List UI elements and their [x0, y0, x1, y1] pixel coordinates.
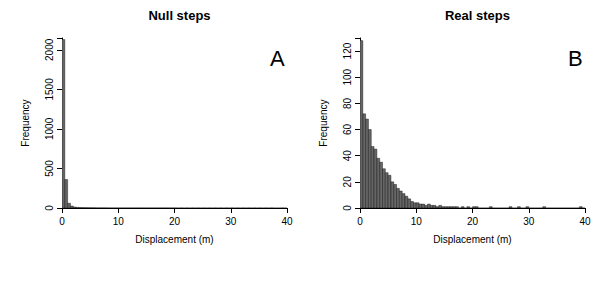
- svg-text:10: 10: [113, 216, 125, 227]
- svg-text:40: 40: [281, 216, 293, 227]
- svg-text:100: 100: [342, 68, 353, 85]
- svg-text:0: 0: [357, 216, 363, 227]
- svg-text:10: 10: [411, 216, 423, 227]
- svg-text:20: 20: [342, 176, 353, 188]
- svg-text:40: 40: [579, 216, 591, 227]
- svg-text:500: 500: [44, 160, 55, 177]
- svg-text:20: 20: [169, 216, 181, 227]
- svg-text:40: 40: [342, 150, 353, 162]
- svg-text:60: 60: [342, 124, 353, 136]
- svg-text:Frequency: Frequency: [20, 99, 31, 146]
- svg-text:120: 120: [342, 42, 353, 59]
- svg-text:Displacement (m): Displacement (m): [433, 234, 511, 245]
- svg-text:0: 0: [59, 216, 65, 227]
- svg-text:30: 30: [523, 216, 535, 227]
- svg-text:0: 0: [342, 205, 353, 211]
- svg-text:1500: 1500: [44, 78, 55, 101]
- svg-text:Null steps: Null steps: [148, 8, 210, 23]
- svg-text:Real steps: Real steps: [445, 8, 510, 23]
- svg-text:A: A: [270, 46, 285, 71]
- svg-text:Frequency: Frequency: [318, 99, 329, 146]
- svg-text:0: 0: [44, 205, 55, 211]
- svg-text:1000: 1000: [44, 117, 55, 140]
- svg-text:Displacement (m): Displacement (m): [135, 234, 213, 245]
- svg-text:2000: 2000: [44, 38, 55, 61]
- svg-text:B: B: [568, 46, 583, 71]
- svg-text:20: 20: [467, 216, 479, 227]
- svg-text:30: 30: [225, 216, 237, 227]
- svg-text:80: 80: [342, 97, 353, 109]
